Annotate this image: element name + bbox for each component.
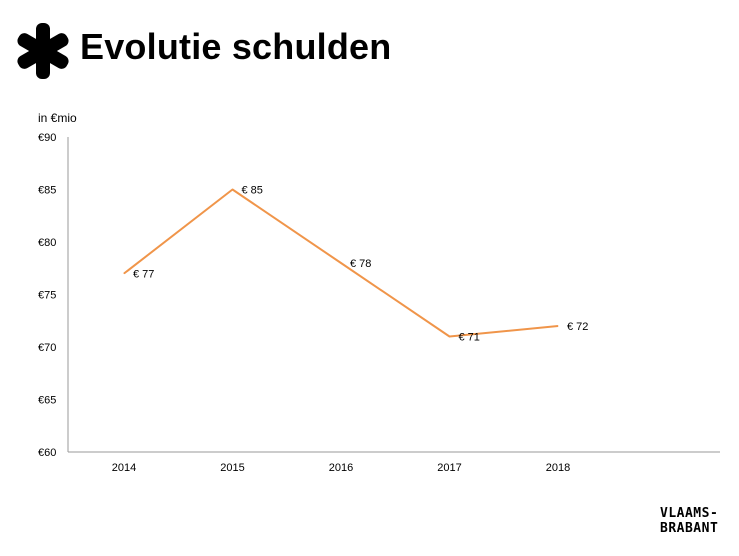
x-tick-label: 2014 — [112, 462, 136, 474]
y-tick-label: €85 — [38, 185, 56, 197]
x-tick-label: 2018 — [546, 462, 570, 474]
data-point — [449, 336, 450, 337]
data-label: € 78 — [350, 258, 371, 270]
y-tick-label: €70 — [38, 342, 56, 354]
asterisk-logo-icon — [17, 23, 69, 79]
x-tick-label: 2015 — [220, 462, 244, 474]
y-tick-label: €75 — [38, 290, 56, 302]
page-title: Evolutie schulden — [80, 26, 392, 67]
y-tick-label: €90 — [38, 132, 56, 144]
x-tick-label: 2016 — [329, 462, 353, 474]
data-point — [557, 325, 559, 327]
data-label: € 72 — [567, 321, 588, 333]
y-tick-label: €80 — [38, 237, 56, 249]
data-point — [123, 273, 125, 274]
data-label: € 71 — [459, 332, 480, 344]
vlaams-brabant-logo: VLAAMS- BRABANT — [660, 506, 718, 536]
data-point — [340, 262, 342, 264]
y-tick-label: €60 — [38, 447, 56, 459]
data-label: € 85 — [242, 185, 263, 197]
y-axis-unit-label: in €mio — [38, 111, 77, 125]
data-label: € 77 — [133, 269, 154, 281]
brand-line-2: BRABANT — [660, 521, 719, 536]
x-tick-label: 2017 — [437, 462, 461, 474]
y-tick-label: €65 — [38, 395, 56, 407]
data-point — [232, 189, 233, 190]
brand-line-1: VLAAMS- — [660, 506, 719, 521]
